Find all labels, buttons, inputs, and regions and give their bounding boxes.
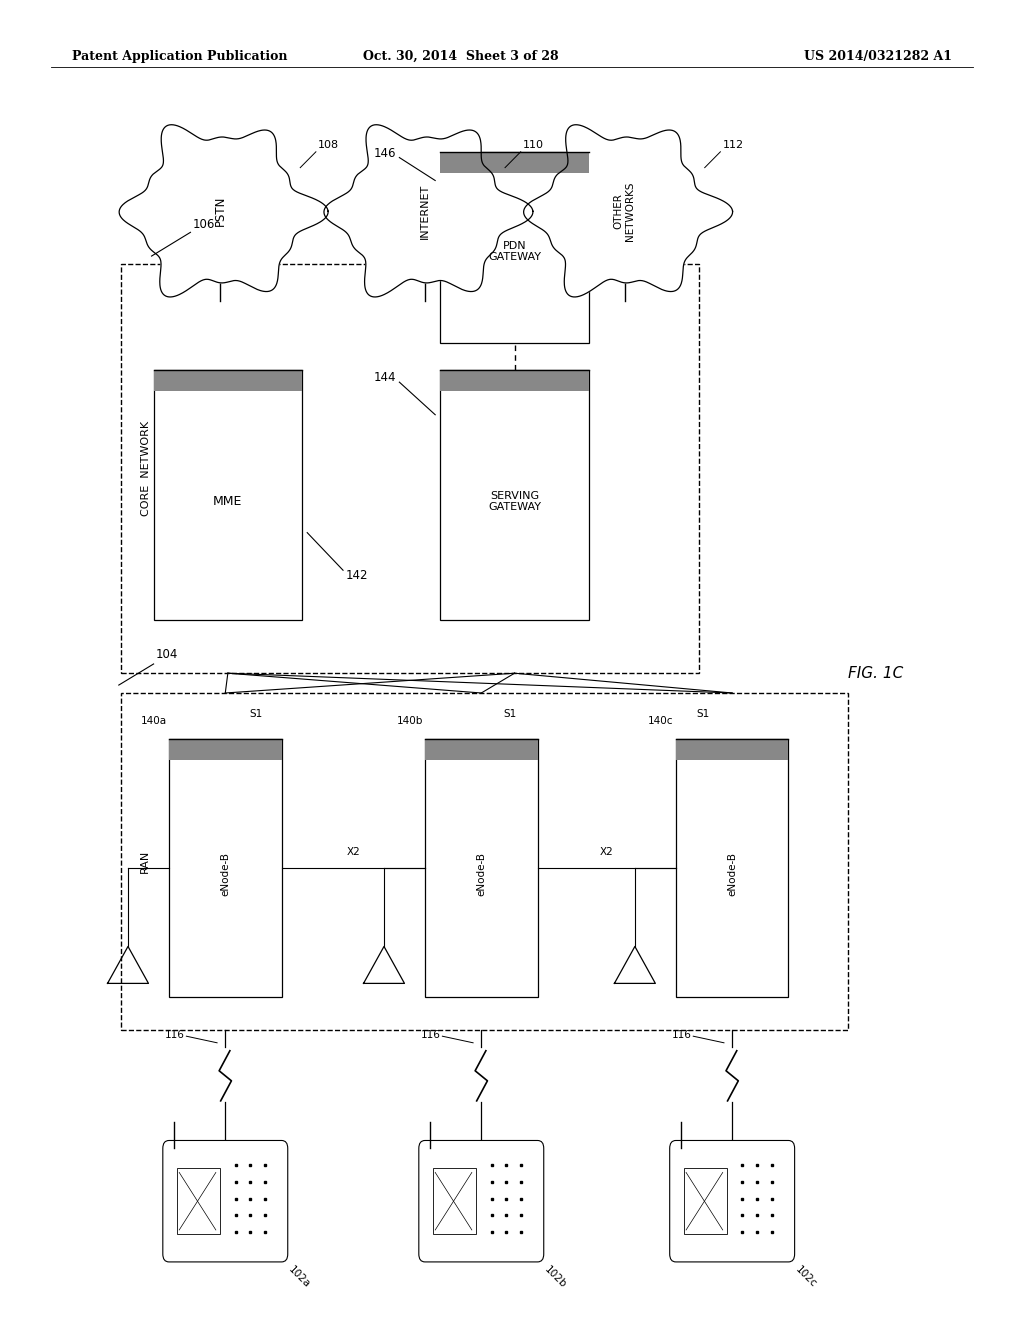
Text: CORE  NETWORK: CORE NETWORK [141, 421, 152, 516]
FancyBboxPatch shape [676, 739, 788, 997]
Text: MME: MME [213, 495, 243, 508]
Polygon shape [119, 124, 328, 297]
FancyBboxPatch shape [433, 1168, 476, 1234]
Text: FIG. 1C: FIG. 1C [848, 665, 903, 681]
Text: 116: 116 [165, 1030, 184, 1040]
Polygon shape [523, 124, 732, 297]
Text: OTHER
NETWORKS: OTHER NETWORKS [613, 181, 636, 242]
Text: PDN
GATEWAY: PDN GATEWAY [488, 240, 541, 263]
Text: 116: 116 [421, 1030, 440, 1040]
Bar [676, 739, 788, 760]
Text: eNode-B: eNode-B [476, 853, 486, 896]
Bar [440, 370, 589, 391]
Bar [425, 739, 538, 760]
Text: RAN: RAN [139, 850, 150, 873]
Text: 112: 112 [723, 140, 743, 150]
Text: eNode-B: eNode-B [220, 853, 230, 896]
FancyBboxPatch shape [684, 1168, 727, 1234]
Bar [154, 370, 302, 391]
FancyBboxPatch shape [419, 1140, 544, 1262]
Text: 140c: 140c [648, 715, 674, 726]
Text: 102a: 102a [287, 1265, 312, 1290]
Text: Oct. 30, 2014  Sheet 3 of 28: Oct. 30, 2014 Sheet 3 of 28 [362, 50, 559, 63]
FancyBboxPatch shape [177, 1168, 220, 1234]
Text: eNode-B: eNode-B [727, 853, 737, 896]
FancyBboxPatch shape [121, 693, 848, 1030]
Text: 140a: 140a [140, 715, 167, 726]
Text: 110: 110 [522, 140, 544, 150]
Text: S1: S1 [697, 709, 710, 719]
FancyBboxPatch shape [163, 1140, 288, 1262]
FancyBboxPatch shape [440, 152, 589, 343]
Text: US 2014/0321282 A1: US 2014/0321282 A1 [804, 50, 952, 63]
Text: S1: S1 [504, 709, 516, 719]
Text: 106: 106 [193, 218, 215, 231]
Text: X2: X2 [346, 846, 360, 857]
Text: Patent Application Publication: Patent Application Publication [72, 50, 287, 63]
Bar [440, 152, 589, 173]
Text: 140b: 140b [396, 715, 423, 726]
Text: INTERNET: INTERNET [420, 183, 430, 239]
Text: PSTN: PSTN [214, 195, 226, 227]
Text: 102c: 102c [794, 1265, 819, 1290]
Text: 144: 144 [374, 371, 396, 384]
Polygon shape [324, 124, 532, 297]
Text: 104: 104 [156, 648, 178, 661]
Text: SERVING
GATEWAY: SERVING GATEWAY [488, 491, 541, 512]
Text: 108: 108 [317, 140, 339, 150]
Text: 102b: 102b [543, 1265, 568, 1290]
Text: 146: 146 [374, 148, 396, 160]
Text: 142: 142 [346, 569, 369, 582]
FancyBboxPatch shape [169, 739, 282, 997]
FancyBboxPatch shape [154, 370, 302, 620]
FancyBboxPatch shape [425, 739, 538, 997]
Bar [169, 739, 282, 760]
Text: 116: 116 [672, 1030, 691, 1040]
Text: X2: X2 [600, 846, 613, 857]
Text: S1: S1 [250, 709, 262, 719]
FancyBboxPatch shape [440, 370, 589, 620]
FancyBboxPatch shape [121, 264, 699, 673]
FancyBboxPatch shape [670, 1140, 795, 1262]
